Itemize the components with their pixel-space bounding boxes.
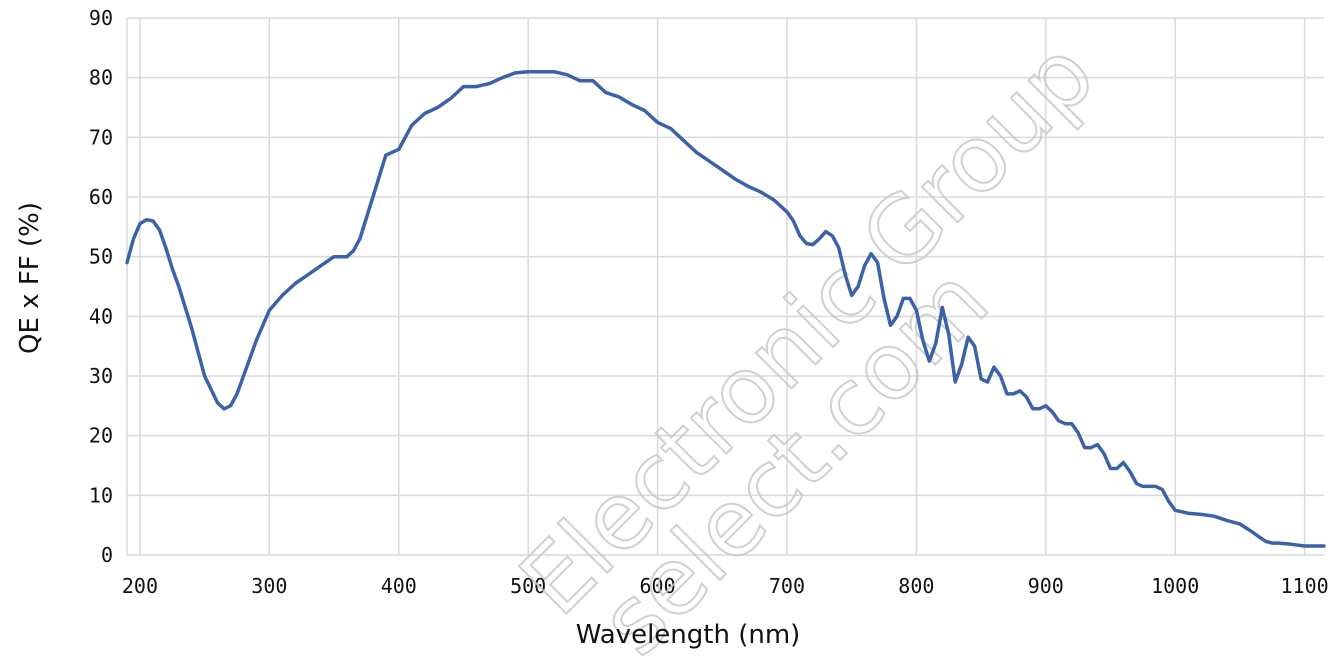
- y-tick-label: 10: [89, 483, 113, 507]
- y-tick-label: 80: [89, 66, 113, 90]
- watermark: Electronic Group select.com: [499, 19, 1116, 659]
- y-tick-label: 50: [89, 245, 113, 269]
- x-tick-label: 800: [898, 574, 934, 598]
- x-tick-label: 300: [251, 574, 287, 598]
- x-tick-label: 500: [510, 574, 546, 598]
- y-tick-label: 90: [89, 6, 113, 30]
- x-axis-title: Wavelength (nm): [576, 620, 801, 650]
- x-axis-ticks: 200 300 400 500 600 700 800 900 1000 1100: [122, 574, 1329, 598]
- y-tick-label: 70: [89, 125, 113, 149]
- y-tick-label: 20: [89, 424, 113, 448]
- x-tick-label: 900: [1028, 574, 1064, 598]
- y-axis-ticks: 0 10 20 30 40 50 60 70 80 90: [89, 6, 113, 567]
- x-tick-label: 1000: [1151, 574, 1199, 598]
- x-tick-label: 1100: [1281, 574, 1329, 598]
- x-tick-label: 400: [381, 574, 417, 598]
- y-tick-label: 40: [89, 304, 113, 328]
- y-tick-label: 60: [89, 185, 113, 209]
- series-line: [125, 69, 1326, 548]
- y-tick-label: 30: [89, 364, 113, 388]
- x-tick-label: 200: [122, 574, 158, 598]
- grid: [126, 17, 1324, 556]
- x-tick-label: 600: [639, 574, 675, 598]
- x-tick-label: 700: [769, 574, 805, 598]
- y-tick-label: 0: [101, 543, 113, 567]
- y-axis-title: QE x FF (%): [15, 202, 45, 354]
- watermark-text-1: Electronic Group: [500, 20, 1115, 635]
